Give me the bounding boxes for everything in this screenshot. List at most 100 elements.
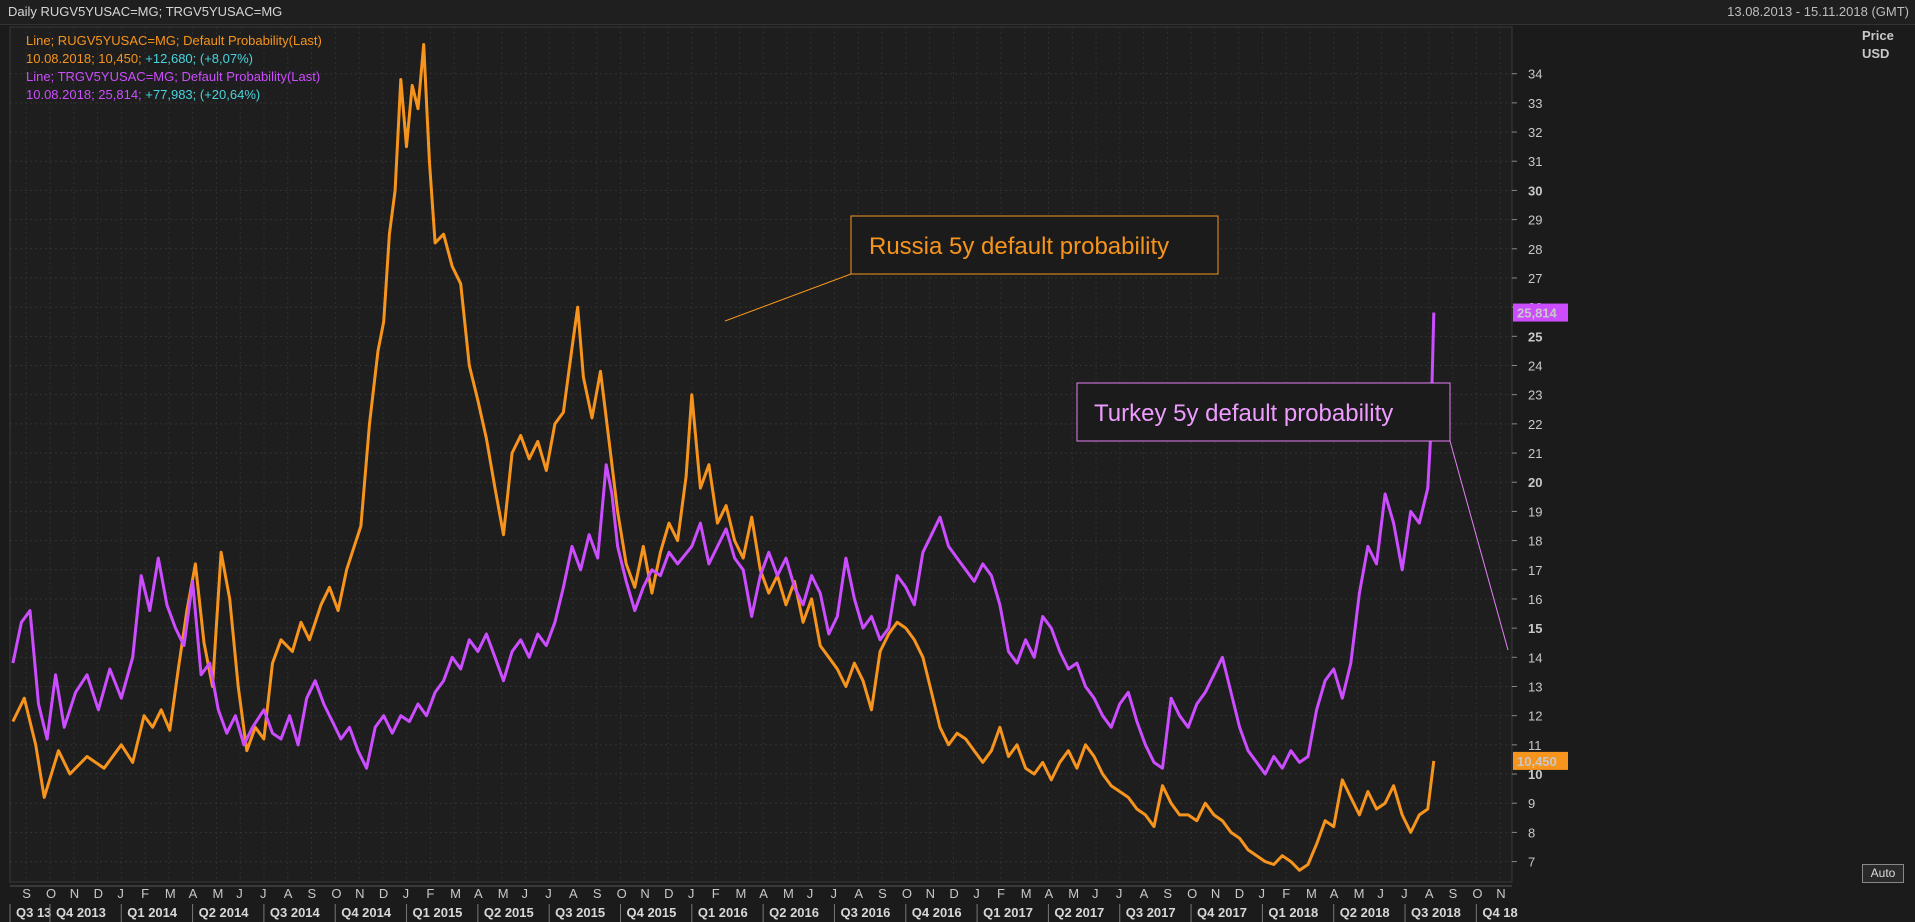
y-tick-label: 33 — [1528, 96, 1542, 111]
legend-ru-value: 10.08.2018; 10,450; — [26, 51, 142, 66]
month-label: N — [355, 886, 364, 901]
quarter-label: Q4 2014 — [341, 905, 392, 920]
quarter-label: Q3 13 — [16, 905, 51, 920]
month-label: S — [593, 886, 602, 901]
chart-header-bar: Daily RUGV5YUSAC=MG; TRGV5YUSAC=MG 13.08… — [0, 0, 1915, 25]
y-tick-label: 34 — [1528, 67, 1542, 82]
turkey-series-line — [11, 312, 1436, 776]
quarter-label: Q3 2015 — [555, 905, 605, 920]
quarter-label: Q1 2017 — [983, 905, 1033, 920]
y-tick-label: 27 — [1528, 271, 1542, 286]
quarter-label: Q2 2018 — [1340, 905, 1390, 920]
month-label: M — [735, 886, 746, 901]
month-label: N — [640, 886, 649, 901]
y-tick-label: 32 — [1528, 125, 1542, 140]
y-tick-label: 8 — [1528, 825, 1535, 840]
month-label: S — [22, 886, 31, 901]
last-value-badge — [1513, 303, 1568, 322]
quarter-label: Q4 2016 — [912, 905, 962, 920]
month-label: M — [165, 886, 176, 901]
auto-scale-button[interactable]: Auto — [1862, 864, 1904, 883]
y-tick-label: 31 — [1528, 154, 1542, 169]
month-label: A — [759, 886, 768, 901]
month-label: O — [1187, 886, 1197, 901]
plot-area — [9, 26, 1513, 883]
month-label: A — [854, 886, 863, 901]
month-label: J — [688, 886, 695, 901]
month-label: J — [1258, 886, 1265, 901]
turkey-annotation-leader — [1449, 440, 1509, 651]
month-label: N — [1211, 886, 1220, 901]
turkey-annotation-label: Turkey 5y default probability — [1094, 400, 1393, 427]
quarter-label: Q4 18 — [1482, 905, 1517, 920]
chart-title: Daily RUGV5YUSAC=MG; TRGV5YUSAC=MG — [8, 4, 283, 19]
month-label: F — [1282, 886, 1290, 901]
month-label: M — [1021, 886, 1032, 901]
month-label: S — [1163, 886, 1172, 901]
month-label: D — [379, 886, 388, 901]
turkey-annotation-box — [1076, 382, 1451, 442]
month-label: M — [783, 886, 794, 901]
quarter-label: Q1 2018 — [1268, 905, 1318, 920]
y-tick-label: 30 — [1528, 183, 1542, 198]
month-label: A — [1045, 886, 1054, 901]
y-tick-label: 16 — [1528, 592, 1542, 607]
month-label: J — [1092, 886, 1099, 901]
quarter-label: Q4 2017 — [1197, 905, 1247, 920]
month-label: J — [260, 886, 267, 901]
month-label: M — [1354, 886, 1365, 901]
quarter-label: Q4 2015 — [626, 905, 676, 920]
russia-annotation-label: Russia 5y default probability — [869, 233, 1169, 260]
legend-ru-name: Line; RUGV5YUSAC=MG; Default Probability… — [26, 33, 322, 48]
legend-ru-change: +12,680; (+8,07%) — [145, 51, 253, 66]
month-label: A — [1330, 886, 1339, 901]
last-value-label: 25,814 — [1517, 306, 1558, 321]
legend-tr-name: Line; TRGV5YUSAC=MG; Default Probability… — [26, 69, 321, 84]
month-label: N — [926, 886, 935, 901]
month-label: J — [1377, 886, 1384, 901]
month-label: F — [997, 886, 1005, 901]
month-label: J — [973, 886, 980, 901]
y-tick-label: 19 — [1528, 504, 1542, 519]
russia-annotation-box — [850, 215, 1219, 275]
month-label: D — [1235, 886, 1244, 901]
month-label: J — [1401, 886, 1408, 901]
y-tick-label: 10 — [1528, 767, 1542, 782]
month-label: O — [617, 886, 627, 901]
y-tick-label: 21 — [1528, 446, 1542, 461]
month-label: A — [1425, 886, 1434, 901]
y-tick-label: 22 — [1528, 417, 1542, 432]
legend-tr-value: 10.08.2018; 25,814; — [26, 87, 142, 102]
month-label: J — [807, 886, 814, 901]
month-label: O — [902, 886, 912, 901]
y-tick-label: 9 — [1528, 796, 1535, 811]
month-label: D — [94, 886, 103, 901]
last-value-badge — [1513, 751, 1568, 770]
month-label: F — [426, 886, 434, 901]
y-tick-label: 7 — [1528, 855, 1535, 870]
quarter-label: Q3 2017 — [1126, 905, 1176, 920]
month-label: S — [308, 886, 317, 901]
month-label: J — [117, 886, 124, 901]
month-label: S — [1449, 886, 1458, 901]
russia-series-line — [11, 43, 1436, 872]
quarter-label: Q3 2014 — [270, 905, 321, 920]
month-label: M — [1068, 886, 1079, 901]
month-label: J — [403, 886, 410, 901]
quarter-label: Q3 2016 — [840, 905, 890, 920]
month-label: M — [1306, 886, 1317, 901]
y-axis-unit: USD — [1862, 46, 1889, 61]
month-label: N — [1496, 886, 1505, 901]
month-label: A — [569, 886, 578, 901]
month-label: O — [46, 886, 56, 901]
y-tick-label: 11 — [1528, 738, 1542, 753]
month-label: O — [331, 886, 341, 901]
month-label: J — [522, 886, 529, 901]
month-label: D — [949, 886, 958, 901]
y-tick-label: 28 — [1528, 242, 1542, 257]
month-label: J — [1116, 886, 1123, 901]
month-label: A — [1140, 886, 1149, 901]
month-label: F — [141, 886, 149, 901]
month-label: M — [450, 886, 461, 901]
